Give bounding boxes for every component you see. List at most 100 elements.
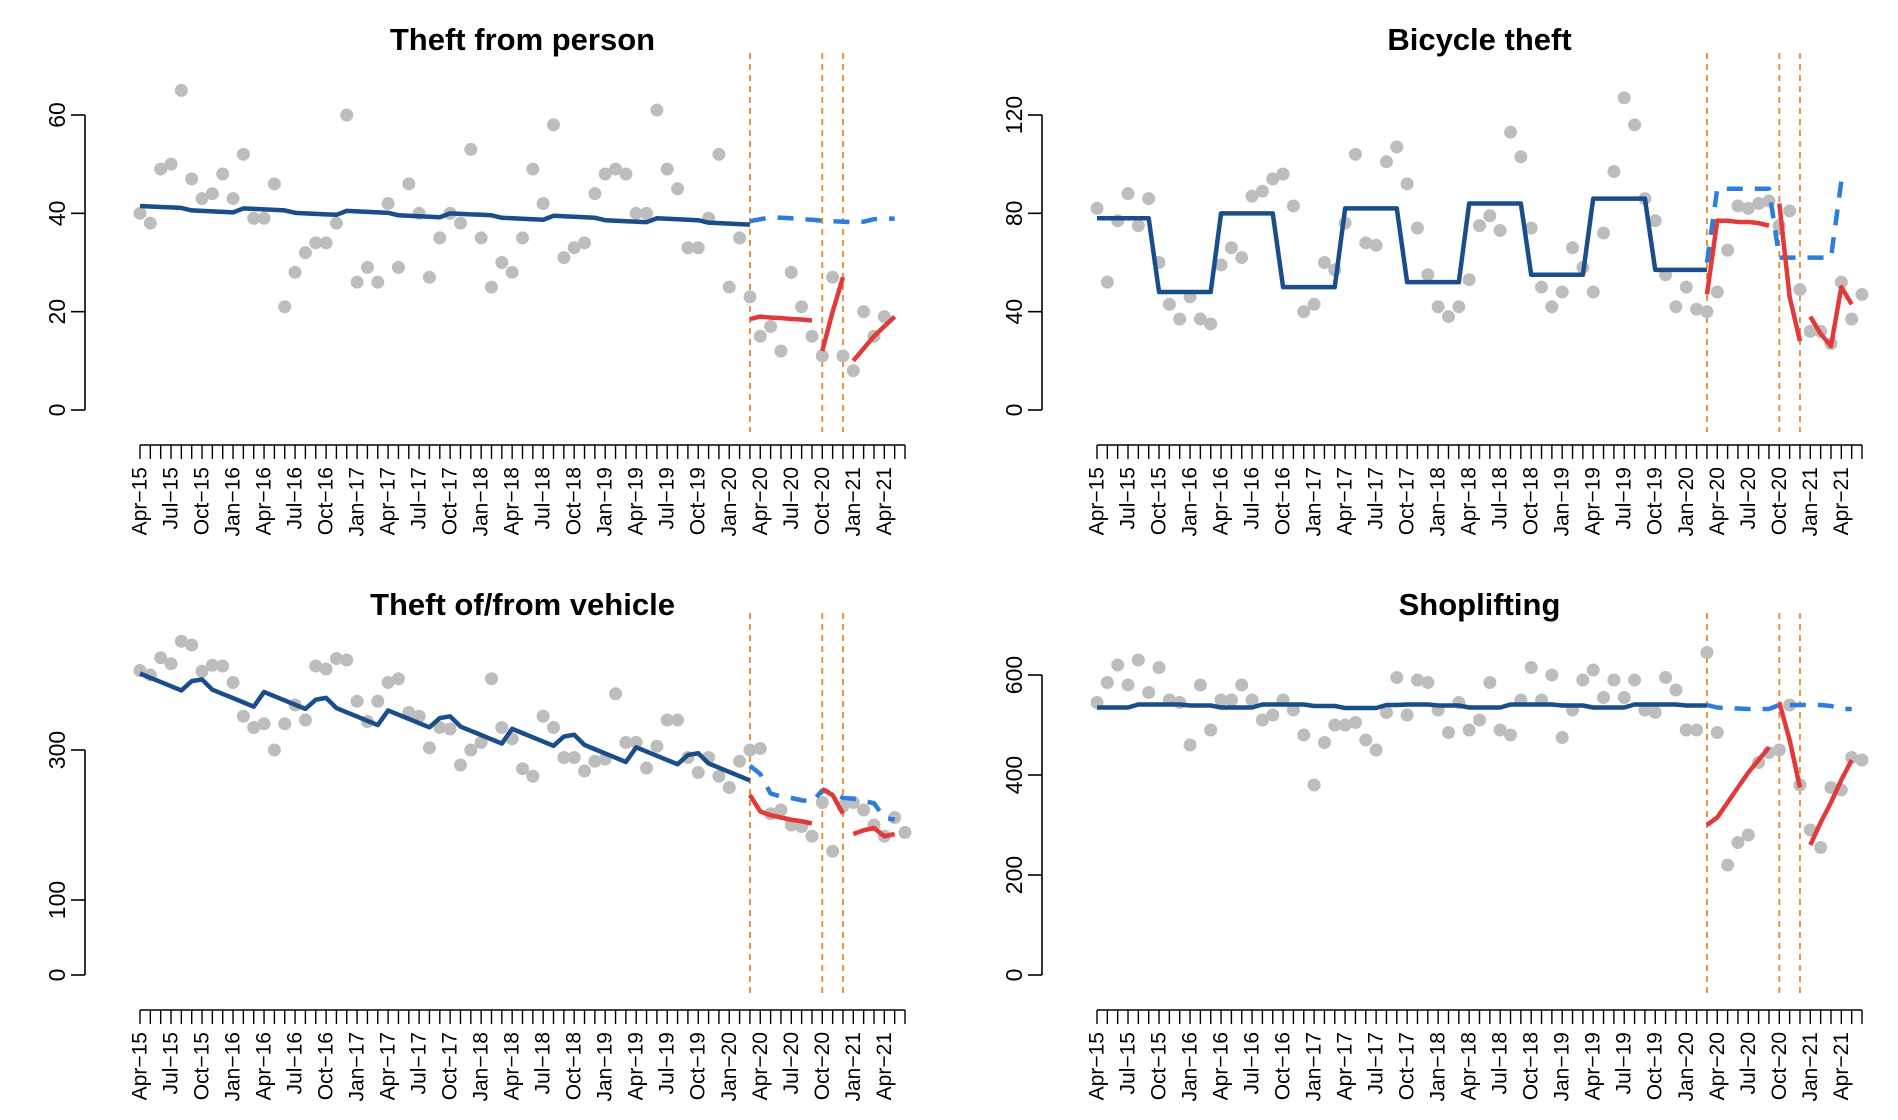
x-tick-label: Apr−17: [377, 467, 400, 535]
data-point: [319, 662, 333, 676]
data-point: [567, 241, 581, 255]
data-point: [133, 206, 147, 220]
data-point: [1679, 280, 1693, 294]
data-point: [185, 638, 199, 652]
data-point: [1441, 310, 1455, 324]
model-fit-segment-1: [1705, 746, 1771, 827]
data-point: [474, 736, 488, 749]
x-tick-label: Apr−20: [1706, 467, 1729, 535]
data-point: [526, 162, 540, 176]
data-point: [681, 241, 695, 255]
data-point: [433, 721, 447, 734]
data-point: [174, 83, 188, 97]
x-tick-label: Apr−16: [253, 1032, 276, 1100]
data-point: [1142, 686, 1156, 699]
data-point: [1700, 305, 1714, 319]
data-point: [1669, 300, 1683, 314]
x-tick-label: Oct−15: [191, 1032, 214, 1100]
data-point: [360, 260, 374, 274]
data-point: [1369, 238, 1383, 252]
y-tick-label: 400: [1001, 756, 1027, 794]
data-point: [495, 256, 509, 269]
data-point: [143, 216, 157, 230]
data-point: [691, 766, 705, 779]
y-tick-label: 80: [1001, 201, 1027, 227]
x-tick-label: Jan−18: [1427, 1032, 1450, 1101]
data-point: [826, 844, 840, 858]
data-point: [774, 803, 788, 817]
data-point: [1493, 224, 1507, 238]
data-point: [350, 275, 364, 289]
data-point: [1379, 155, 1393, 169]
x-tick-label: Apr−16: [1210, 467, 1233, 535]
data-point: [278, 300, 292, 314]
data-point: [1390, 671, 1404, 684]
data-point: [1369, 743, 1383, 757]
x-tick-label: Jan−21: [842, 467, 865, 536]
x-tick-label: Jan−16: [222, 1032, 245, 1101]
data-point: [1193, 312, 1207, 326]
chart-panel-2: Bicycle theft 0 40 80 120 Apr−15 Jul−15 Oct−15 J…: [1001, 22, 1869, 536]
counterfactual-line: [1704, 179, 1852, 263]
x-tick-label: Jan−21: [842, 1032, 865, 1101]
data-point: [1214, 693, 1228, 707]
data-point: [1648, 706, 1662, 719]
data-point: [1617, 91, 1631, 105]
x-tick-label: Oct−18: [563, 467, 586, 535]
x-tick-label: Oct−17: [439, 1032, 462, 1100]
data-point: [743, 743, 757, 757]
x-tick-label: Jul−17: [1365, 467, 1388, 529]
x-tick-label: Jan−19: [594, 467, 617, 536]
model-fit-segment-3: [852, 825, 896, 839]
data-point: [578, 764, 592, 778]
data-point: [1410, 673, 1424, 687]
data-point: [722, 781, 736, 794]
data-point: [1607, 165, 1621, 179]
data-point: [1266, 172, 1280, 186]
data-point: [164, 157, 178, 171]
data-point: [1162, 297, 1176, 311]
data-point: [640, 761, 654, 775]
data-point: [1452, 300, 1466, 314]
data-point: [547, 721, 561, 734]
data-point: [536, 197, 550, 210]
x-tick-label: Jan−18: [1427, 467, 1450, 536]
x-tick-label: Oct−16: [315, 1032, 338, 1100]
x-tick-label: Oct−19: [687, 467, 710, 535]
data-point: [205, 658, 219, 672]
y-tick-label: 600: [1001, 656, 1027, 694]
x-tick-label: Jul−18: [532, 1032, 555, 1094]
chart-title: Bicycle theft: [1387, 22, 1571, 57]
data-point: [1121, 187, 1135, 201]
y-tick-label: 100: [44, 881, 70, 919]
data-point: [195, 192, 209, 206]
data-point: [650, 103, 664, 117]
data-point: [1224, 693, 1238, 707]
x-tick-label: Oct−15: [1148, 467, 1171, 535]
data-point: [671, 182, 685, 196]
data-point: [1628, 118, 1642, 132]
x-tick-label: Apr−20: [749, 467, 772, 535]
data-point: [1504, 125, 1518, 139]
x-tick-label: Jul−19: [1613, 1032, 1636, 1094]
data-point: [1152, 661, 1166, 674]
x-tick-label: Jan−21: [1799, 467, 1822, 536]
data-point: [453, 216, 467, 230]
x-tick-label: Jul−16: [284, 467, 307, 529]
data-point: [1173, 312, 1187, 326]
x-tick-label: Jul−16: [1241, 1032, 1264, 1094]
fitted-line: [139, 671, 751, 783]
counterfactual-line: [749, 215, 895, 225]
data-point: [1483, 209, 1497, 223]
data-point: [640, 206, 654, 220]
data-point: [1473, 713, 1486, 727]
x-tick-label: Oct−16: [315, 467, 338, 535]
data-point: [691, 241, 705, 255]
x-tick-label: Apr−17: [1334, 1032, 1357, 1100]
data-point: [247, 721, 261, 734]
data-point: [278, 717, 292, 731]
y-tick-label: 0: [44, 404, 70, 417]
data-point: [391, 260, 405, 274]
x-tick-label: Jan−19: [594, 1032, 617, 1101]
data-point: [1317, 256, 1331, 269]
